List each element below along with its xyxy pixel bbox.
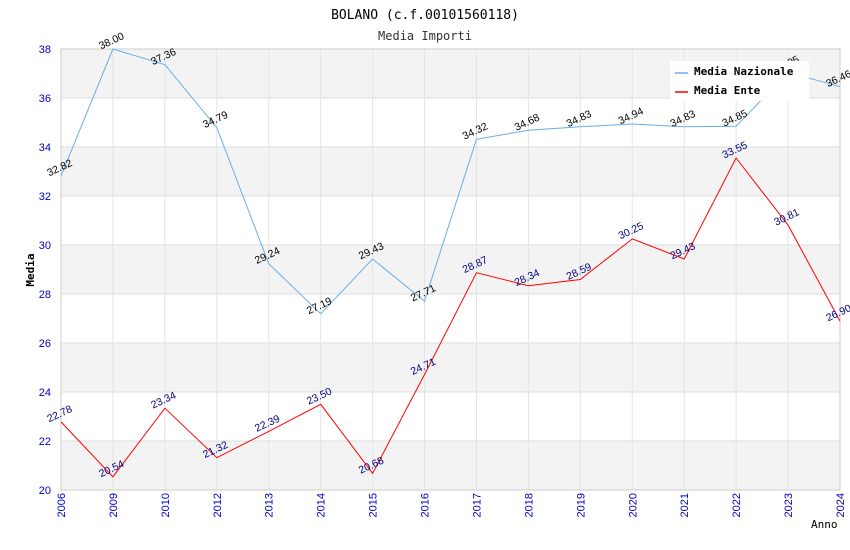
plot-frame [60, 48, 841, 491]
legend-background [670, 61, 809, 101]
y-tick-label: 34 [39, 142, 51, 154]
chart-title: BOLANO (c.f.00101560118) [331, 8, 519, 23]
y-tick-label: 38 [39, 44, 51, 56]
plot-band [61, 441, 840, 490]
plot-band [61, 343, 840, 392]
x-tick-label: 2013 [264, 493, 276, 517]
x-tick-label: 2010 [160, 493, 172, 517]
y-tick-label: 32 [39, 191, 51, 203]
x-tick-label: 2021 [679, 493, 691, 517]
x-axis-label: Anno [811, 518, 838, 531]
y-axis-ticks: 20 22 24 26 28 30 32 34 36 38 [39, 44, 51, 497]
x-tick-label: 2017 [471, 493, 483, 517]
x-tick-label: 2014 [316, 493, 328, 517]
plot-band [61, 147, 840, 196]
x-tick-label: 2020 [627, 493, 639, 517]
legend-label-media-ente: Media Ente [694, 84, 761, 97]
x-axis-ticks: 2006 2009 2010 2012 2013 2014 2015 2016 2017 2018… [56, 493, 847, 517]
plot-background-bands [61, 49, 840, 490]
x-tick-label: 2012 [212, 493, 224, 517]
x-tick-label: 2022 [731, 493, 743, 517]
plot-band [61, 245, 840, 294]
y-tick-label: 36 [39, 93, 51, 105]
legend: Media Nazionale Media Ente [670, 61, 809, 101]
y-axis-label: Media [24, 253, 37, 286]
y-tick-label: 30 [39, 240, 51, 252]
plot-band [61, 294, 840, 343]
y-tick-label: 28 [39, 289, 51, 301]
y-tick-label: 22 [39, 436, 51, 448]
series-line-media-nazionale [60, 48, 841, 315]
legend-label-media-nazionale: Media Nazionale [694, 65, 794, 78]
y-tick-label: 20 [39, 485, 51, 497]
series-lines [60, 48, 841, 478]
y-tick-label: 26 [39, 338, 51, 350]
x-tick-label: 2024 [835, 493, 847, 517]
x-tick-label: 2006 [56, 493, 68, 517]
y-tick-label: 24 [39, 387, 51, 399]
x-tick-label: 2016 [420, 493, 432, 517]
x-tick-label: 2023 [783, 493, 795, 517]
plot-band [61, 392, 840, 441]
x-tick-label: 2009 [108, 493, 120, 517]
x-tick-label: 2018 [523, 493, 535, 517]
plot-band [61, 98, 840, 147]
series-line-media-ente [60, 157, 841, 478]
x-tick-label: 2015 [368, 493, 380, 517]
x-tick-label: 2019 [575, 493, 587, 517]
chart-subtitle: Media Importi [378, 29, 472, 43]
